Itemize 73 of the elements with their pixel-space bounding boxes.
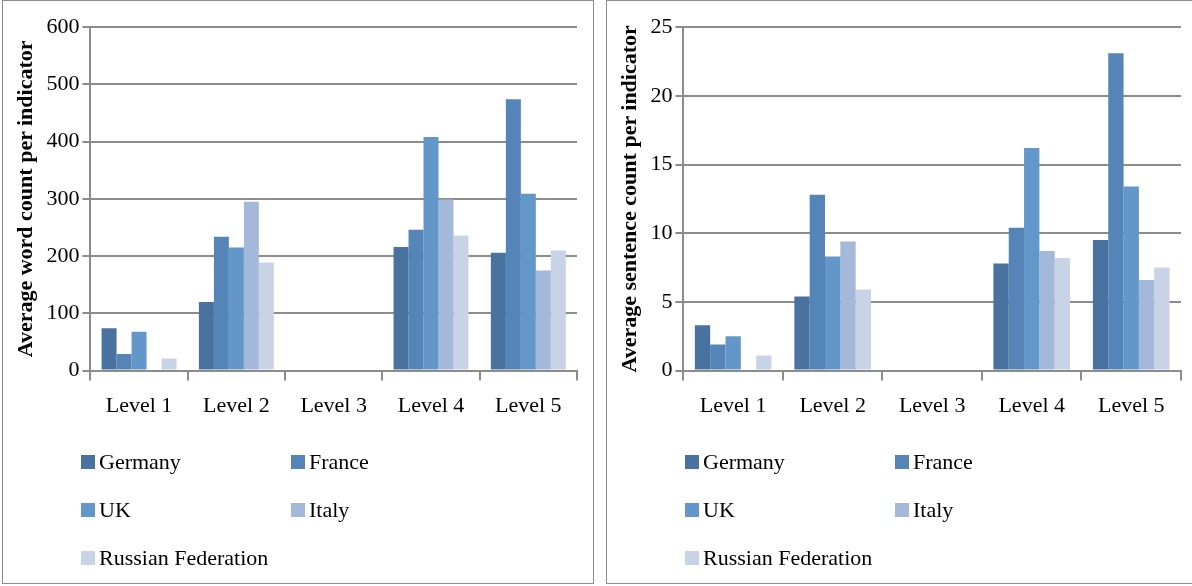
bar (710, 344, 726, 370)
bar (725, 336, 741, 370)
legend-label: UK (703, 497, 735, 523)
bar (825, 256, 841, 370)
y-tick-label: 0 (68, 356, 80, 382)
y-tick-label: 600 (46, 12, 80, 38)
bar (550, 250, 566, 370)
x-tick-label: Level 2 (799, 391, 866, 417)
bar (1008, 227, 1025, 370)
y-tick-label: 400 (46, 127, 80, 153)
bar (1123, 186, 1139, 370)
bar (213, 236, 229, 370)
bar (243, 201, 259, 370)
bar (161, 358, 177, 370)
bar (809, 194, 826, 370)
bar (438, 199, 454, 370)
legend-label: Italy (913, 497, 954, 523)
bar (840, 241, 856, 370)
legend-label: UK (99, 497, 131, 523)
legend-label: Russian Federation (703, 545, 873, 571)
bar (1138, 279, 1155, 370)
bar (423, 137, 439, 370)
bar (131, 331, 147, 370)
bar (393, 246, 409, 370)
bar (535, 270, 551, 370)
y-tick-label: 25 (650, 12, 673, 38)
bar (490, 252, 506, 370)
bar (1054, 257, 1071, 370)
bar (505, 99, 521, 370)
bar (258, 262, 274, 370)
bar (520, 193, 536, 370)
bar (855, 289, 871, 370)
bar (993, 263, 1009, 370)
bar (1092, 240, 1109, 370)
legend-label: Germany (99, 449, 181, 475)
y-tick-label: 500 (46, 70, 80, 96)
y-tick-label: 100 (46, 299, 80, 325)
bar (1108, 53, 1124, 370)
y-tick-label: 0 (661, 356, 673, 382)
x-tick-label: Level 3 (898, 391, 966, 417)
legend-label: Italy (309, 497, 350, 523)
bar (1024, 148, 1040, 370)
bar (1154, 267, 1170, 370)
y-tick-label: 200 (46, 241, 80, 267)
x-tick-label: Level 1 (699, 391, 767, 417)
y-tick-label: 20 (650, 81, 673, 107)
bar (408, 229, 424, 370)
legend-label: Germany (703, 449, 785, 475)
x-tick-label: Level 4 (397, 391, 465, 417)
bar (453, 235, 469, 370)
y-tick-label: 10 (650, 219, 673, 245)
y-axis-title: Average sentence count per indicator (615, 24, 641, 373)
x-tick-label: Level 5 (1097, 391, 1165, 417)
x-tick-label: Level 4 (998, 391, 1066, 417)
y-tick-label: 15 (650, 150, 673, 176)
bar (198, 301, 214, 370)
bar (101, 328, 117, 370)
legend-label: Russian Federation (99, 545, 269, 571)
bar (228, 247, 244, 370)
legend-label: France (913, 449, 973, 475)
y-tick-label: 5 (661, 287, 673, 313)
x-tick-label: Level 2 (203, 391, 270, 417)
bar (1039, 251, 1055, 370)
bar (794, 296, 810, 370)
x-tick-label: Level 5 (495, 391, 562, 417)
x-tick-label: Level 1 (105, 391, 173, 417)
bar (756, 355, 772, 370)
bar (116, 354, 132, 370)
legend-label: France (309, 449, 369, 475)
y-axis-title: Average word count per indicator (11, 40, 37, 358)
x-tick-label: Level 3 (300, 391, 367, 417)
bar (694, 325, 711, 370)
y-tick-label: 300 (46, 184, 80, 210)
